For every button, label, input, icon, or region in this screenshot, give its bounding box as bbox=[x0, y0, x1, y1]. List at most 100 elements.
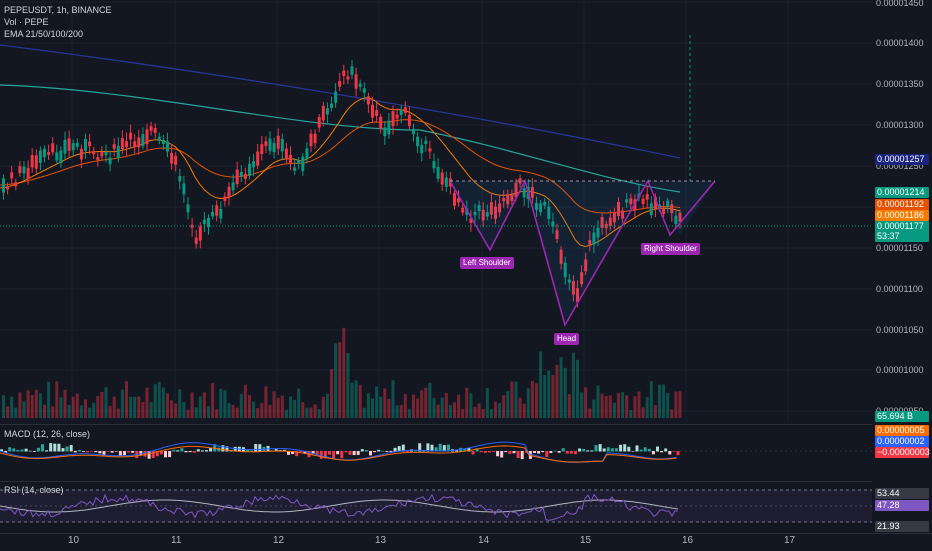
macd-histogram-bar bbox=[381, 450, 385, 452]
ema100-price-tag: 0.00001214 bbox=[875, 187, 929, 198]
candle-body bbox=[330, 103, 333, 109]
volume-bar bbox=[268, 405, 272, 418]
macd-histogram-bar bbox=[287, 451, 290, 455]
volume-bar bbox=[559, 356, 563, 418]
candle-body bbox=[567, 279, 571, 283]
volume-bar bbox=[366, 393, 370, 418]
price-chart[interactable] bbox=[0, 0, 872, 422]
candle-body bbox=[424, 140, 428, 144]
candle-body bbox=[120, 138, 124, 150]
candle-body bbox=[358, 83, 362, 87]
candle-body bbox=[596, 227, 600, 238]
volume-bar bbox=[248, 395, 251, 418]
candle-body bbox=[608, 217, 612, 226]
volume-bar bbox=[293, 399, 297, 418]
price-tick: 0.00001300 bbox=[876, 120, 924, 130]
volume-bar bbox=[383, 388, 387, 418]
volume-bar bbox=[444, 392, 448, 418]
volume-bar bbox=[79, 405, 83, 418]
volume-bar bbox=[596, 385, 600, 418]
macd-histogram-bar bbox=[660, 451, 664, 453]
candle-body bbox=[559, 249, 563, 264]
volume-bar bbox=[96, 395, 100, 418]
macd-histogram-bar bbox=[578, 448, 582, 452]
candle-body bbox=[375, 110, 379, 117]
macd-histogram-bar bbox=[520, 451, 524, 460]
candle-body bbox=[465, 208, 469, 215]
volume-bar bbox=[666, 392, 670, 418]
volume-bar bbox=[457, 394, 461, 418]
symbol-label[interactable]: PEPEUSDT, 1h, BINANCE bbox=[4, 5, 112, 15]
volume-bar bbox=[403, 394, 407, 418]
candle-body bbox=[641, 198, 645, 204]
price-pane[interactable] bbox=[0, 0, 872, 422]
volume-bar bbox=[243, 384, 247, 418]
volume-bar bbox=[350, 382, 354, 418]
macd-histogram-bar bbox=[147, 451, 151, 459]
volume-bar bbox=[629, 409, 633, 418]
macd-histogram-bar bbox=[594, 445, 598, 452]
macd-histogram-bar bbox=[467, 447, 471, 452]
volume-label[interactable]: Vol · PEPE bbox=[4, 17, 49, 27]
volume-bar bbox=[202, 392, 206, 418]
candle-body bbox=[473, 211, 477, 216]
candle-body bbox=[10, 172, 14, 179]
ema21-price-tag: 0.00001186 bbox=[875, 210, 929, 221]
candle-body bbox=[371, 104, 374, 118]
candle-body bbox=[469, 218, 473, 223]
candle-body bbox=[59, 150, 63, 164]
candle-body bbox=[440, 172, 444, 185]
candle-body bbox=[383, 127, 387, 137]
candle-body bbox=[535, 202, 538, 210]
volume-bar bbox=[219, 388, 223, 418]
volume-bar bbox=[59, 397, 63, 418]
rsi-pane[interactable] bbox=[0, 481, 872, 534]
volume-bar bbox=[313, 404, 317, 418]
time-tick: 13 bbox=[375, 535, 387, 546]
signal-tag: 0.00000002 bbox=[875, 436, 929, 447]
macd-histogram-bar bbox=[651, 451, 655, 455]
rsi-chart[interactable] bbox=[0, 482, 872, 534]
left-shoulder-label[interactable]: Left Shoulder bbox=[460, 257, 514, 269]
volume-bar bbox=[649, 381, 653, 418]
volume-bar bbox=[338, 342, 342, 418]
macd-histogram-bar bbox=[205, 450, 208, 452]
macd-histogram-bar bbox=[430, 444, 434, 452]
candle-body bbox=[506, 194, 510, 205]
rsi-legend[interactable]: RSI (14, close) bbox=[4, 485, 64, 495]
macd-histogram-bar bbox=[45, 450, 49, 452]
macd-histogram-bar bbox=[332, 451, 336, 459]
time-tick: 11 bbox=[171, 535, 182, 546]
candle-body bbox=[313, 133, 317, 144]
candle-body bbox=[670, 204, 674, 214]
macd-histogram-bar bbox=[41, 444, 44, 452]
candle-body bbox=[412, 128, 415, 135]
macd-histogram-bar bbox=[528, 451, 532, 459]
volume-bar bbox=[576, 359, 579, 418]
ema-label[interactable]: EMA 21/50/100/200 bbox=[4, 29, 84, 39]
right-shoulder-label[interactable]: Right Shoulder bbox=[641, 243, 700, 255]
candle-body bbox=[198, 226, 202, 241]
time-axis[interactable] bbox=[0, 533, 932, 551]
volume-bar bbox=[539, 351, 543, 418]
macd-histogram-bar bbox=[143, 451, 147, 457]
macd-chart[interactable] bbox=[0, 425, 872, 481]
macd-histogram-bar bbox=[606, 447, 610, 452]
head-label[interactable]: Head bbox=[554, 333, 580, 345]
candle-body bbox=[645, 194, 649, 200]
volume-bar bbox=[260, 403, 264, 418]
rsi-ma-line bbox=[0, 499, 679, 513]
macd-legend[interactable]: MACD (12, 26, close) bbox=[4, 429, 91, 439]
macd-pane[interactable] bbox=[0, 424, 872, 481]
candle-body bbox=[219, 208, 223, 219]
macd-histogram-bar bbox=[508, 451, 512, 454]
macd-histogram-bar bbox=[446, 444, 450, 452]
candle-body bbox=[436, 166, 440, 179]
macd-histogram-bar bbox=[16, 450, 20, 452]
volume-bar bbox=[653, 404, 657, 418]
candle-body bbox=[539, 203, 543, 213]
candle-body bbox=[461, 207, 465, 213]
candle-body bbox=[272, 143, 276, 153]
ema50-line bbox=[0, 119, 681, 214]
macd-histogram-bar bbox=[377, 449, 381, 452]
